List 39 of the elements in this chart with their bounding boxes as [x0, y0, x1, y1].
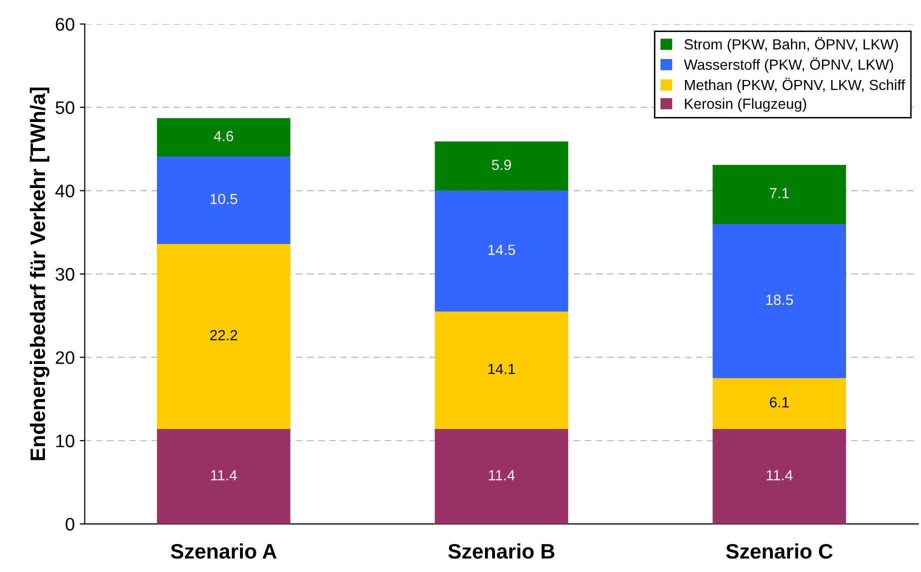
bar [434, 190, 568, 312]
bar [712, 378, 846, 429]
legend-label: Kerosin (Flugzeug) [685, 98, 806, 112]
data-label: 6.1 [770, 397, 789, 408]
y-tick-label: 60 [56, 18, 74, 31]
bar [434, 428, 568, 524]
y-axis-title: Endenergiebedarf für Verkehr [TWh/a] [30, 88, 50, 460]
data-label: 14.1 [488, 364, 515, 374]
data-label: 14.5 [488, 244, 516, 255]
y-tick-label: 20 [56, 351, 74, 364]
bar [712, 164, 846, 224]
bar [434, 311, 568, 429]
y-tick-label: 30 [56, 268, 74, 281]
bar [156, 156, 290, 244]
data-label: 4.6 [214, 130, 234, 142]
x-tick-label: Szenario C [726, 543, 833, 559]
data-label: 7.1 [770, 188, 789, 198]
legend-label: Wasserstoff (PKW, ÖPNV, LKW) [684, 57, 894, 73]
legend-label: Methan (PKW, ÖPNV, LKW, Schiff [685, 78, 906, 94]
data-label: 5.9 [492, 160, 511, 170]
x-tick-label: Szenario B [448, 543, 554, 559]
legend-label: Strom (PKW, Bahn, ÖPNV, LKW) [684, 37, 898, 52]
data-label: 22.2 [210, 330, 238, 340]
y-tick-label: 10 [56, 434, 74, 448]
bar [156, 118, 290, 157]
bar [712, 428, 846, 524]
y-tick-label: 0 [66, 518, 74, 531]
y-tick-label: 40 [55, 184, 74, 198]
x-tick-label: Szenario A [170, 543, 277, 559]
bar [156, 244, 290, 429]
data-label: 18.5 [766, 294, 793, 305]
bar [712, 224, 846, 378]
y-tick-label: 50 [56, 101, 74, 114]
bar [434, 142, 568, 191]
data-label: 11.4 [211, 470, 237, 480]
data-label: 10.5 [210, 194, 238, 204]
data-label: 11.4 [766, 470, 793, 480]
bar [156, 428, 290, 524]
data-label: 11.4 [488, 470, 515, 480]
